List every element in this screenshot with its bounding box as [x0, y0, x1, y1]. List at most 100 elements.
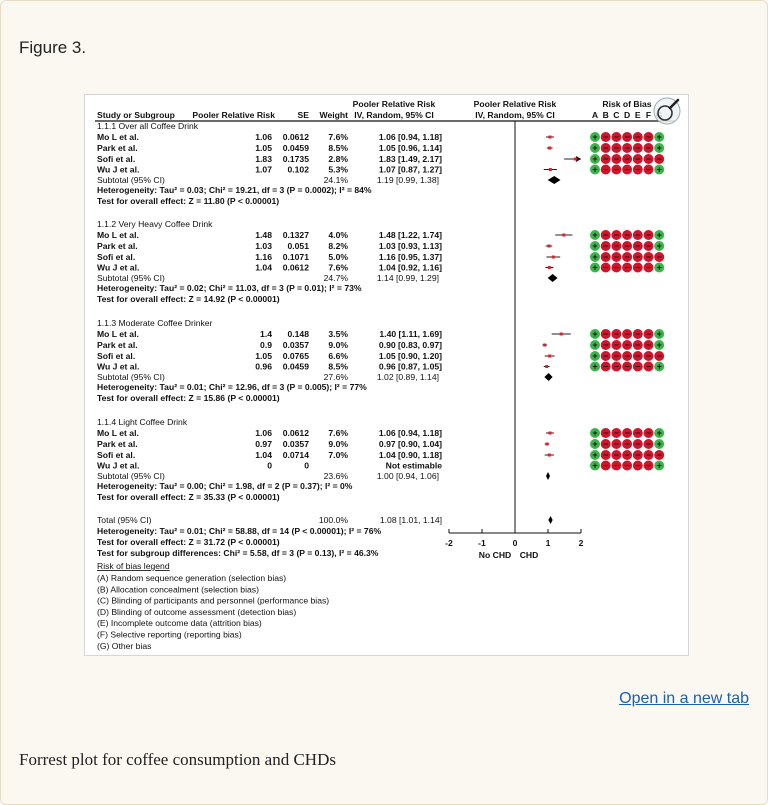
subgroup-differences: Test for subgroup differences: Chi² = 5.…: [97, 548, 379, 558]
minus-icon: −: [635, 165, 640, 175]
overall-effect-text: Test for overall effect: Z = 15.86 (P < …: [97, 393, 280, 403]
minus-icon: −: [646, 428, 651, 438]
minus-icon: −: [624, 351, 629, 361]
study-se: 0.0612: [283, 428, 310, 438]
high-risk-icon: [611, 164, 622, 175]
plus-icon: +: [657, 461, 662, 471]
high-risk-icon: [643, 241, 654, 251]
high-risk-icon: [600, 450, 611, 460]
minus-icon: −: [614, 230, 619, 240]
high-risk-icon: [622, 460, 633, 471]
minus-icon: −: [614, 143, 619, 153]
high-risk-icon: [611, 460, 622, 471]
minus-icon: −: [646, 143, 651, 153]
subtotal-diamond: [547, 274, 558, 282]
high-risk-icon: [643, 252, 654, 262]
minus-icon: −: [603, 143, 608, 153]
high-risk-icon: [600, 340, 611, 350]
study-rr: 1.05: [255, 143, 272, 153]
figure-image[interactable]: Study or Subgroup Pooler Relative Risk SE W…: [84, 94, 689, 656]
low-risk-icon: [590, 164, 600, 175]
high-risk-icon: [654, 252, 665, 262]
minus-icon: −: [624, 362, 629, 372]
minus-icon: −: [614, 241, 619, 251]
point-estimate: [551, 255, 555, 259]
high-risk-icon: [622, 154, 633, 164]
high-risk-icon: [643, 340, 654, 350]
subtotal-label: Subtotal (95% CI): [97, 175, 165, 185]
plus-icon: +: [657, 143, 662, 153]
study-se: 0.148: [287, 329, 309, 339]
magnifier-icon[interactable]: [653, 97, 681, 125]
plus-icon: +: [592, 263, 597, 273]
high-risk-icon: [643, 351, 654, 361]
high-risk-icon: [632, 351, 643, 361]
total-heterogeneity: Heterogeneity: Tau² = 0.01; Chi² = 58.88…: [97, 526, 381, 536]
study-ci: 1.04 [0.92, 1.16]: [379, 263, 442, 273]
study-weight: 9.0%: [328, 439, 348, 449]
high-risk-icon: [632, 428, 643, 438]
study-rr: 1.03: [255, 241, 272, 251]
minus-icon: −: [624, 143, 629, 153]
subtotal-weight: 24.1%: [324, 175, 349, 185]
point-estimate: [547, 266, 551, 269]
bias-legend-item: (F) Selective reporting (reporting bias): [97, 630, 242, 640]
high-risk-icon: [643, 329, 654, 339]
plus-icon: +: [657, 230, 662, 240]
minus-icon: −: [635, 450, 640, 460]
high-risk-icon: [600, 252, 611, 262]
point-estimate: [548, 431, 552, 435]
minus-icon: −: [603, 252, 608, 262]
high-risk-icon: [632, 262, 643, 273]
study-weight: 7.6%: [328, 132, 348, 142]
plus-icon: +: [657, 362, 662, 372]
high-risk-icon: [622, 450, 633, 460]
study-weight: 9.0%: [328, 340, 348, 350]
high-risk-icon: [632, 329, 643, 339]
minus-icon: −: [614, 329, 619, 339]
minus-icon: −: [657, 252, 662, 262]
study-se: 0.0612: [283, 263, 310, 273]
study-se: 0.051: [287, 241, 309, 251]
plus-icon: +: [657, 132, 662, 142]
minus-icon: −: [646, 230, 651, 240]
high-risk-icon: [611, 439, 622, 449]
minus-icon: −: [635, 241, 640, 251]
high-risk-icon: [643, 460, 654, 471]
high-risk-icon: [611, 230, 622, 240]
subtotal-weight: 27.6%: [324, 372, 349, 382]
point-estimate: [545, 442, 549, 446]
study-name: Sofi et al.: [97, 450, 135, 460]
low-risk-icon: [590, 154, 600, 164]
axis-label-chd: CHD: [520, 550, 539, 560]
high-risk-icon: [600, 230, 611, 240]
minus-icon: −: [635, 340, 640, 350]
subtotal-weight: 24.7%: [324, 273, 349, 283]
high-risk-icon: [622, 361, 633, 372]
study-ci: 1.04 [0.90, 1.18]: [379, 450, 442, 460]
open-in-new-tab-link[interactable]: Open in a new tab: [619, 690, 749, 707]
high-risk-icon: [611, 154, 622, 164]
point-estimate: [548, 135, 552, 139]
high-risk-icon: [600, 262, 611, 273]
study-weight: 6.6%: [328, 351, 348, 361]
header-risk-of-bias: Risk of Bias: [602, 99, 651, 109]
low-risk-icon: [590, 450, 600, 460]
study-se: 0.0612: [283, 132, 310, 142]
bias-letter: E: [635, 110, 641, 120]
high-risk-icon: [632, 460, 643, 471]
minus-icon: −: [614, 165, 619, 175]
high-risk-icon: [632, 143, 643, 153]
minus-icon: −: [657, 154, 662, 164]
low-risk-icon: [654, 361, 665, 372]
low-risk-icon: [654, 262, 665, 273]
subgroup-heading: 1.1.1 Over all Coffee Drink: [97, 121, 199, 131]
study-name: Wu J et al.: [97, 362, 139, 372]
header-se: SE: [298, 110, 310, 120]
study-se: 0.0357: [283, 439, 310, 449]
study-se: 0.0459: [283, 143, 310, 153]
high-risk-icon: [600, 428, 611, 438]
high-risk-icon: [622, 241, 633, 251]
study-rr: 0: [267, 461, 272, 471]
high-risk-icon: [654, 154, 665, 164]
